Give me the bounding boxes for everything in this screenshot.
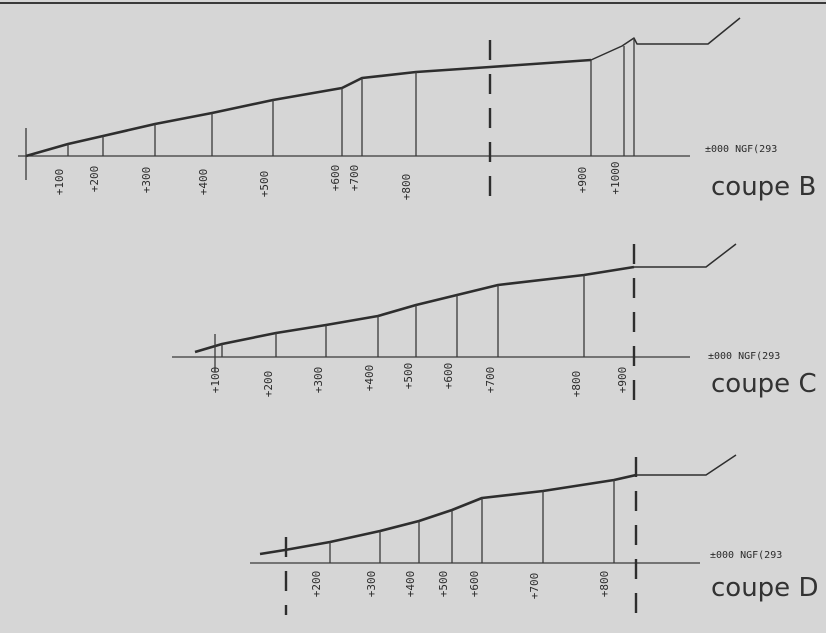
section-d-terrain-end [636, 454, 737, 476]
section-b-level-label: +500 [258, 171, 271, 198]
section-c: +100 +200 +300 +400 +500 +600 +700 +800 … [172, 243, 817, 410]
section-b-reference-label: ±000 NGF(293 [705, 144, 777, 155]
section-d-level-label: +300 [365, 571, 378, 598]
section-b-level-labels: +100 +200 +300 +400 +500 +600 +700 +800 … [53, 161, 622, 200]
section-b-title: coupe B [711, 172, 816, 202]
section-d-reference-label: ±000 NGF(293 [710, 550, 782, 561]
section-c-level-label: +800 [570, 371, 583, 398]
section-d-level-label: +200 [310, 571, 323, 598]
section-c-level-label: +500 [402, 363, 415, 390]
section-d-stations [329, 480, 615, 563]
section-c-level-label: +100 [209, 367, 222, 394]
section-b-terrain-end [590, 17, 741, 61]
section-d-level-label: +800 [598, 571, 611, 598]
section-b-level-label: +400 [197, 169, 210, 196]
section-c-level-labels: +100 +200 +300 +400 +500 +600 +700 +800 … [209, 363, 629, 398]
section-c-level-label: +600 [442, 363, 455, 390]
section-c-level-label: +200 [262, 371, 275, 398]
section-d-level-labels: +200 +300 +400 +500 +600 +700 +800 [310, 571, 611, 600]
section-b-level-label: +700 [348, 165, 361, 192]
section-b-level-label: +1000 [609, 161, 622, 194]
section-d-level-label: +400 [404, 571, 417, 598]
section-d-level-label: +600 [468, 571, 481, 598]
section-c-level-label: +700 [484, 367, 497, 394]
section-c-terrain-profile [194, 265, 635, 354]
section-d: +200 +300 +400 +500 +600 +700 +800 ±000 … [250, 454, 818, 626]
section-d-level-label: +500 [437, 571, 450, 598]
section-c-title: coupe C [711, 369, 817, 399]
section-c-reference-label: ±000 NGF(293 [708, 351, 780, 362]
section-b-terrain-profile [25, 58, 592, 158]
section-d-terrain-profile [259, 473, 637, 556]
section-d-title: coupe D [711, 573, 818, 603]
section-d-level-label: +700 [528, 573, 541, 600]
section-b-level-label: +200 [88, 166, 101, 193]
section-c-level-label: +400 [363, 365, 376, 392]
section-c-terrain-end [634, 243, 737, 268]
section-b-level-label: +600 [329, 165, 342, 192]
section-b: +100 +200 +300 +400 +500 +600 +700 +800 … [18, 17, 816, 202]
section-c-level-label: +900 [616, 367, 629, 394]
section-c-level-label: +300 [312, 367, 325, 394]
section-c-stations [221, 275, 585, 357]
section-b-level-label: +800 [400, 174, 413, 201]
section-b-level-label: +900 [576, 167, 589, 194]
section-b-level-label: +300 [140, 167, 153, 194]
section-b-level-label: +100 [53, 169, 66, 196]
section-b-stations [67, 38, 635, 156]
